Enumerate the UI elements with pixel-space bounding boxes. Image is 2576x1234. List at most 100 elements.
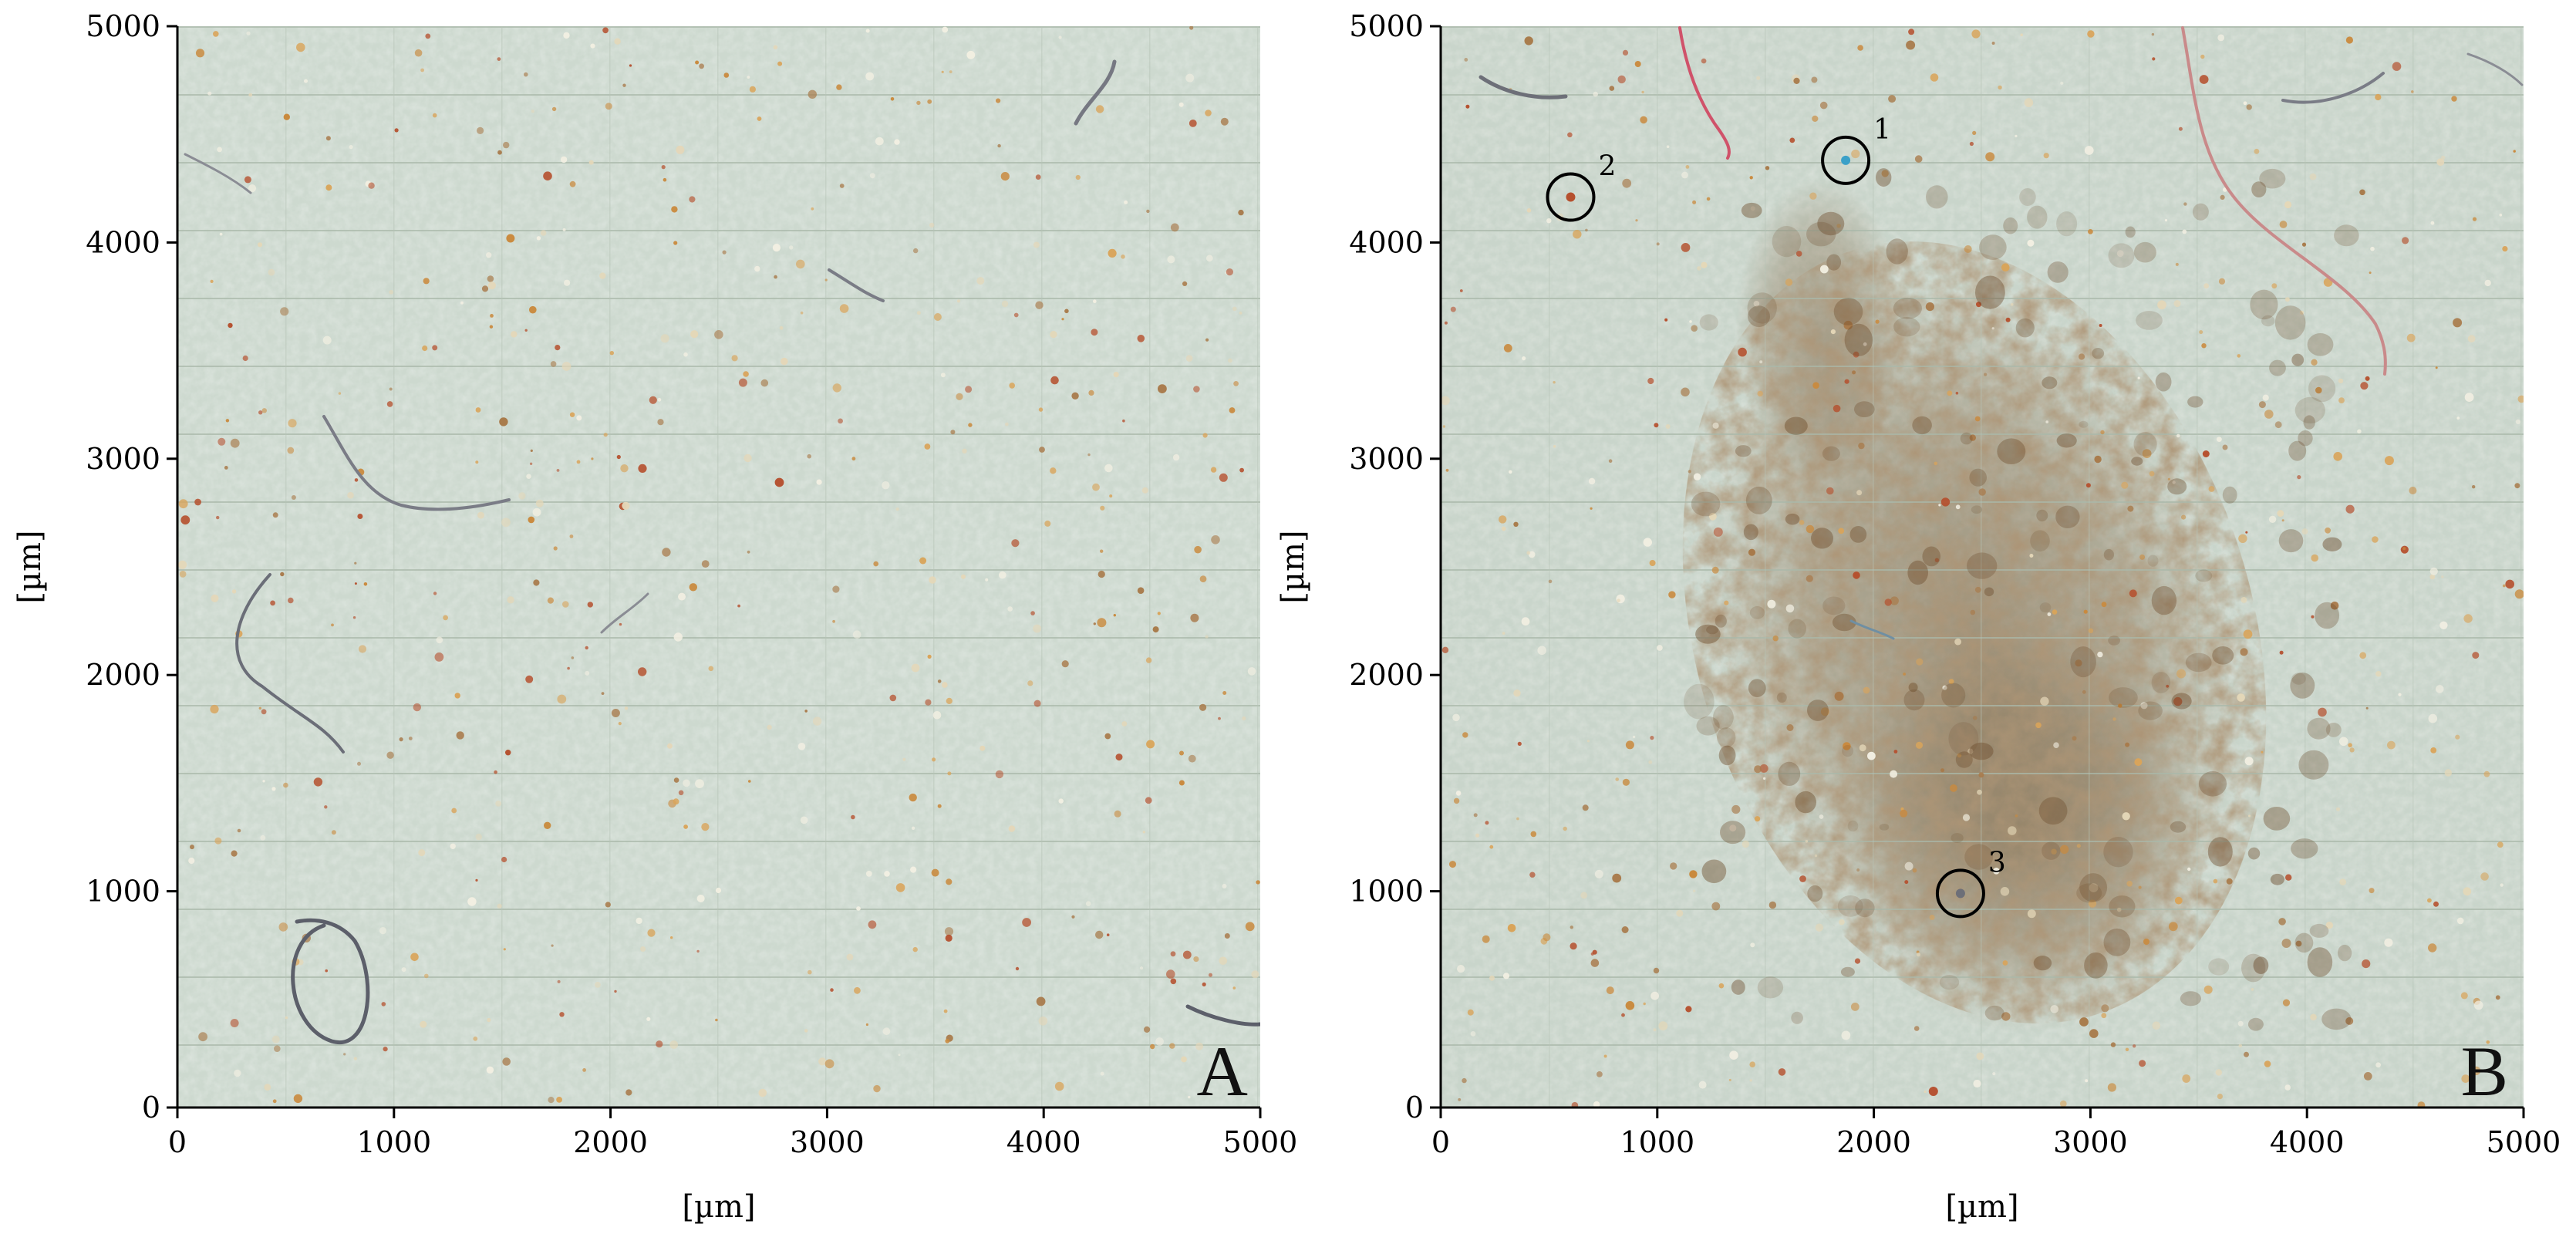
particle [225, 419, 230, 423]
particle [1650, 736, 1654, 740]
particle [231, 589, 237, 594]
particle [1219, 473, 1228, 482]
particle [1711, 902, 1721, 911]
particle [567, 666, 570, 670]
particle [1239, 467, 1244, 473]
stain-blot [1749, 606, 1765, 619]
particle [1121, 255, 1125, 259]
particle [1590, 507, 1593, 510]
particle [2268, 515, 2277, 523]
particle [272, 1099, 277, 1104]
stain-blot [1922, 546, 1940, 567]
particle [497, 150, 502, 155]
particle [1724, 600, 1729, 605]
particle [178, 499, 188, 509]
particle [616, 454, 621, 460]
particle [2497, 841, 2504, 848]
panel-b-x-tick-label: 0 [1431, 1125, 1450, 1159]
particle [1585, 228, 1588, 232]
particle [325, 136, 331, 141]
particle [1915, 741, 1924, 749]
particle [1222, 884, 1227, 888]
particle [1834, 691, 1844, 701]
particle [1914, 155, 1923, 163]
particle [2002, 960, 2008, 966]
particle [622, 83, 626, 87]
particle [2008, 826, 2017, 835]
particle [1992, 1072, 1996, 1076]
panel-b-y-tick-label: 3000 [1349, 442, 1424, 476]
particle [1209, 973, 1212, 977]
panel-a-letter: A [1197, 1032, 1248, 1111]
particle [683, 352, 688, 357]
particle [942, 682, 948, 688]
particle [1219, 956, 1228, 966]
particle [749, 86, 757, 93]
particle [1947, 390, 1953, 396]
particle [477, 126, 484, 134]
particle [1974, 416, 1981, 422]
particle [2262, 394, 2269, 401]
particle [1955, 504, 1961, 510]
particle [2220, 194, 2225, 200]
particle [2087, 30, 2095, 38]
particle [1635, 219, 1638, 222]
stain-blot [1720, 821, 1746, 845]
stain-blot [1822, 446, 1840, 461]
stain-blot [2042, 841, 2061, 860]
panel-a-x-tick-label: 3000 [790, 1125, 865, 1159]
particle [1039, 447, 1045, 453]
particle [587, 602, 593, 608]
particle [1844, 379, 1849, 384]
particle [2402, 547, 2406, 551]
particle [1863, 342, 1867, 346]
particle [1044, 520, 1051, 527]
stain-blot [1926, 185, 1948, 209]
stain-blot [2309, 923, 2329, 938]
particle [619, 622, 622, 626]
particle [2264, 410, 2274, 419]
particle [2015, 814, 2018, 818]
particle [1594, 869, 1603, 878]
particle [1166, 969, 1175, 979]
particle [1759, 360, 1763, 364]
particle [1122, 419, 1125, 423]
stain-blot [1964, 844, 1994, 870]
stain-blot [2278, 529, 2304, 553]
particle [1027, 680, 1033, 686]
particle [1976, 1052, 1984, 1060]
particle [695, 779, 704, 788]
particle [1863, 686, 1870, 694]
particle [408, 737, 413, 740]
particle [1501, 526, 1506, 531]
particle [533, 579, 540, 586]
particle [1553, 381, 1556, 384]
particle [1205, 635, 1209, 639]
particle [1233, 381, 1239, 386]
particle [909, 793, 917, 802]
particle [242, 355, 248, 362]
particle [873, 561, 878, 567]
particle [956, 393, 963, 400]
particle [2240, 648, 2248, 656]
stain-blot [1706, 625, 1719, 635]
particle [1890, 770, 1898, 778]
particle [1482, 935, 1490, 943]
particle [1978, 772, 1984, 778]
particle [1912, 868, 1917, 873]
stain-blot [2108, 243, 2135, 268]
particle [1622, 49, 1629, 56]
stain-blot [2151, 672, 2171, 693]
particle [1893, 750, 1898, 754]
particle [1441, 646, 1449, 653]
particle [738, 378, 747, 387]
particle [1071, 915, 1075, 919]
stain-blot [1844, 323, 1873, 356]
particle [777, 61, 783, 66]
stain-blot [2291, 838, 2318, 859]
particle [217, 147, 222, 153]
particle [287, 447, 295, 454]
particle [1543, 933, 1551, 942]
panel-b-x-tick-label: 4000 [2270, 1125, 2345, 1159]
particle [1984, 373, 1988, 376]
